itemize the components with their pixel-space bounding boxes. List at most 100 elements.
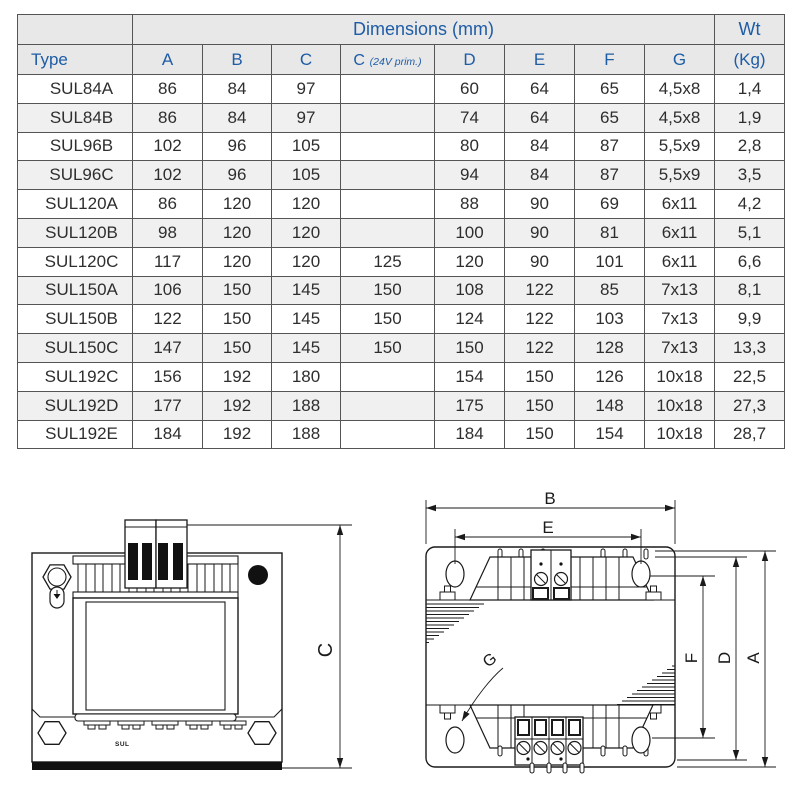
dim-label-d: D [715,652,734,664]
cell-f: 65 [574,102,645,133]
corner-cell [17,14,133,45]
table-row: SUL84A 86 84 97 60 64 65 4,5x8 1,4 [17,74,786,104]
dim-label-a: A [744,652,763,664]
cell-type: SUL96C [17,160,133,191]
cell-g: 10x18 [643,390,716,421]
cell-b: 120 [202,189,272,219]
dimension-line-c: C [187,524,352,769]
cell-c: 145 [271,333,341,363]
base-bar [32,762,282,770]
cell-type: SUL150C [17,333,133,363]
cell-f: 128 [574,333,645,363]
weight-group-header: Wt [714,14,786,45]
table-row: SUL120A 86 120 120 88 90 69 6x11 4,2 [17,189,786,219]
cell-a: 184 [132,419,203,450]
cell-g: 6x11 [643,246,716,277]
cell-g: 4,5x8 [643,102,716,133]
cell-c24 [340,189,435,219]
table-row: SUL120C 117 120 120 125 120 90 101 6x11 6,6 [17,246,786,277]
cell-wt: 9,9 [714,304,786,335]
cell-a: 156 [132,361,203,392]
cell-f: 154 [574,419,645,450]
dimension-line-b: B [425,489,676,544]
col-f: F [574,44,645,75]
cell-b: 96 [202,131,272,162]
cell-e: 90 [504,189,575,219]
cell-type: SUL120A [17,189,133,219]
dimension-line-a: A [655,550,776,768]
cell-e: 150 [504,419,575,450]
cell-c24 [340,390,435,421]
table-row: SUL150B 122 150 145 150 124 122 103 7x13 9,9 [17,304,786,335]
cell-c24 [340,74,435,104]
cell-c: 145 [271,275,341,306]
cell-g: 7x13 [643,333,716,363]
hex-nut-left [37,721,67,745]
dimension-line-f: F [650,575,715,739]
dimension-line-e: E [454,518,642,564]
cell-a: 102 [132,160,203,191]
col-a: A [132,44,203,75]
cell-d: 184 [434,419,505,450]
cell-e: 150 [504,361,575,392]
cell-f: 126 [574,361,645,392]
dimensions-group-header: Dimensions (mm) [131,14,716,45]
cell-wt: 3,5 [714,160,786,191]
cell-c24 [340,102,435,133]
col-c24: C (24V prim.) [340,44,435,75]
cell-g: 7x13 [643,275,716,306]
cell-wt: 6,6 [714,246,786,277]
lamination-feet [83,720,247,730]
cell-type: SUL120B [17,217,133,248]
cell-wt: 8,1 [714,275,786,306]
cell-g: 10x18 [643,361,716,392]
cell-wt: 2,8 [714,131,786,162]
cell-b: 120 [202,246,272,277]
cell-g: 6x11 [643,217,716,248]
cell-b: 84 [202,102,272,133]
header-group-row: Dimensions (mm) Wt [17,14,786,45]
cell-a: 102 [132,131,203,162]
cell-b: 96 [202,160,272,191]
terminal-blocks [124,519,188,589]
bottom-terminal-block [514,716,585,774]
table-row: SUL192C 156 192 180 154 150 126 10x18 22,5 [17,361,786,392]
cell-f: 87 [574,160,645,191]
cell-type: SUL192E [17,419,133,450]
brand-label: SUL [115,741,130,748]
table-row: SUL150A 106 150 145 150 108 122 85 7x13 8,1 [17,275,786,306]
cell-d: 80 [434,131,505,162]
cell-g: 7x13 [643,304,716,335]
cell-g: 5,5x9 [643,160,716,191]
cell-type: SUL96B [17,131,133,162]
cell-wt: 5,1 [714,217,786,248]
cell-wt: 1,9 [714,102,786,133]
cell-a: 117 [132,246,203,277]
cell-c: 120 [271,246,341,277]
cell-b: 150 [202,333,272,363]
cell-type: SUL84A [17,74,133,104]
cell-c24: 150 [340,304,435,335]
cell-wt: 13,3 [714,333,786,363]
cell-a: 106 [132,275,203,306]
col-c: C [271,44,341,75]
cell-c: 145 [271,304,341,335]
cell-a: 86 [132,102,203,133]
cell-f: 148 [574,390,645,421]
cell-e: 64 [504,74,575,104]
cell-d: 175 [434,390,505,421]
cell-b: 192 [202,419,272,450]
cell-e: 90 [504,246,575,277]
cell-c24: 150 [340,275,435,306]
cell-c: 120 [271,217,341,248]
top-terminal-block [530,549,572,601]
column-header-row: Type A B C C (24V prim.) D E F G (Kg) [17,44,786,75]
hatch-bottom-right [617,665,675,705]
cell-c: 120 [271,189,341,219]
table-row: SUL150C 147 150 145 150 150 122 128 7x13 13,3 [17,333,786,363]
table-row: SUL120B 98 120 120 100 90 81 6x11 5,1 [17,217,786,248]
cell-type: SUL120C [17,246,133,277]
col-c24-main: C [353,51,365,69]
cell-e: 64 [504,102,575,133]
cell-e: 90 [504,217,575,248]
